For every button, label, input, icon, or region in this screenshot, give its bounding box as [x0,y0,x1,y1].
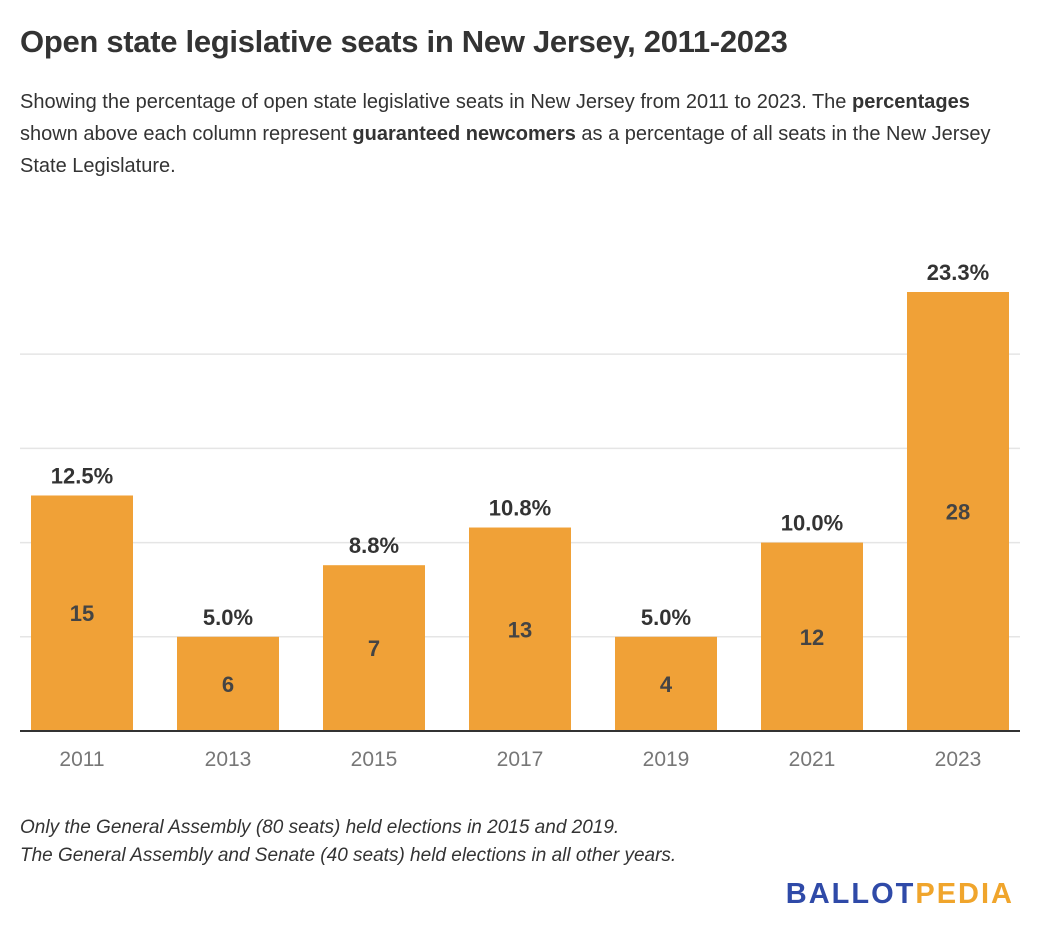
inner-label: 28 [946,500,970,525]
footnote-line: Only the General Assembly (80 seats) hel… [20,817,620,838]
value-label: 10.0% [781,511,843,536]
inner-label: 7 [368,636,380,661]
subtitle-text: as a percentage of all seats in the New … [20,123,991,177]
x-tick-label: 2013 [205,748,252,771]
x-tick-label: 2023 [935,748,982,771]
subtitle-text: Showing the percentage of open state leg… [20,91,852,113]
bar [761,542,863,731]
inner-label: 6 [222,672,234,697]
footnote: Only the General Assembly (80 seats) hel… [20,814,676,870]
inner-label: 4 [660,672,673,697]
inner-label: 12 [800,625,824,650]
subtitle-bold-percentages: percentages [851,91,970,113]
chart-title: Open state legislative seats in New Jers… [20,24,788,59]
x-tick-label: 2015 [351,748,398,771]
bar [615,636,717,731]
subtitle-text: shown above each column represent [20,123,353,145]
x-tick-label: 2021 [789,748,836,771]
value-label: 23.3% [927,260,989,285]
inner-label: 13 [508,617,532,642]
bar [907,292,1009,731]
value-label: 8.8% [349,533,399,558]
bar [31,495,133,731]
value-label: 10.8% [489,496,551,521]
inner-label: 15 [70,601,94,626]
bar [323,565,425,731]
subtitle-bold-newcomers: guaranteed newcomers [352,123,576,145]
x-tick-label: 2011 [59,748,104,771]
bar [469,527,571,731]
value-label: 5.0% [641,605,691,630]
value-label: 12.5% [51,463,113,488]
x-tick-label: 2017 [497,748,544,771]
footnote-line: The General Assembly and Senate (40 seat… [20,845,677,866]
bar-chart: 12.5% 15 2011 5.0% 6 2013 8.8% 7 2015 10.8% 13 2017… [20,260,1020,771]
chart-subtitle: Showing the percentage of open state leg… [20,86,1020,182]
bar [177,636,279,731]
value-label: 5.0% [203,605,253,630]
x-tick-label: 2019 [643,748,690,771]
ballotpedia-logo: BALLOTPEDIA [785,878,1014,910]
